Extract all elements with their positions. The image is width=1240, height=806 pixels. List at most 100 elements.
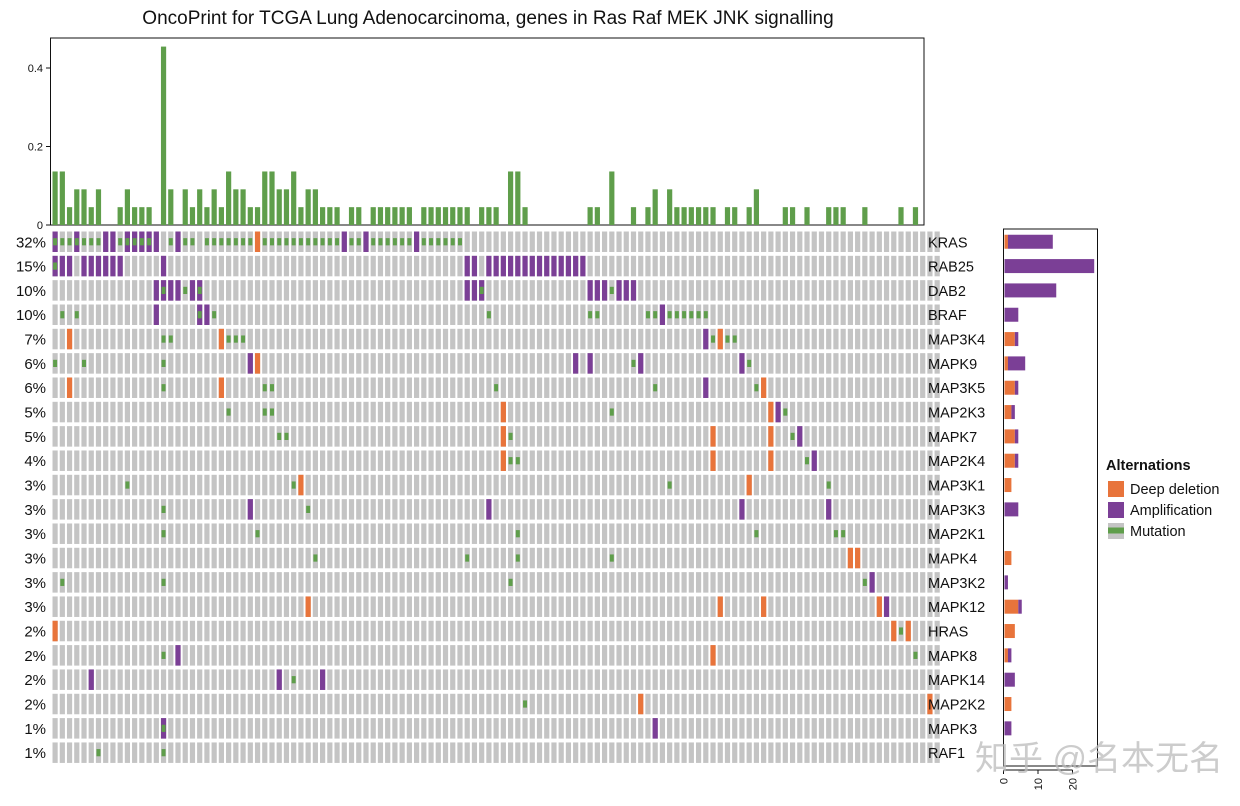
cell-background [392,596,398,617]
cell-background [276,474,282,496]
cell-background [746,620,752,642]
cell-background [146,474,152,496]
cell-background [580,231,586,252]
sample-mutation-bar [95,189,102,225]
cell-background [717,377,723,398]
cell-background [95,280,102,301]
cell-background [573,401,579,423]
cell-background [500,328,506,350]
cell-background [768,304,774,325]
cell-background [522,620,528,642]
cell-background [218,572,224,593]
cell-background [847,450,853,471]
cell-background [580,620,586,642]
cell-background [283,353,290,374]
cell-background [912,304,919,325]
cell-background [291,401,297,423]
deep-deletion-mark [876,596,882,617]
cell-background [739,669,745,690]
cell-background [710,572,716,593]
cell-background [254,669,261,690]
cell-background [674,353,680,374]
sample-mutation-bar [681,207,687,225]
cell-background [905,401,911,423]
cell-background [573,596,579,617]
mutation-mark [371,238,376,246]
cell-background [81,742,87,763]
cell-background [211,645,217,666]
cell-background [601,231,608,252]
cell-background [298,645,304,666]
cell-background [789,523,796,544]
cell-background [146,499,152,520]
cell-background [782,596,788,617]
cell-background [348,353,355,374]
amplification-mark [616,280,622,301]
cell-background [507,377,514,398]
cell-background [623,742,629,763]
sample-mutation-bar [522,207,528,225]
sample-mutation-bar [399,207,405,225]
cell-background [580,353,586,374]
cell-background [717,620,723,642]
cell-background [146,718,152,739]
cell-background [840,353,846,374]
cell-background [826,426,832,447]
cell-background [732,523,738,544]
cell-background [920,596,926,617]
cell-background [298,693,304,715]
cell-background [927,328,933,350]
cell-background [587,499,593,520]
cell-background [862,669,868,690]
cell-background [312,523,318,544]
cell-background [81,572,87,593]
cell-background [724,426,731,447]
cell-background [218,693,224,715]
cell-background [493,693,499,715]
deep-deletion-mark [254,353,261,374]
deep-deletion-mark [768,450,774,471]
cell-background [414,304,420,325]
sample-mutation-bar [464,207,470,225]
cell-background [876,645,882,666]
cell-background [789,596,796,617]
cell-background [110,474,116,496]
cell-background [377,280,384,301]
cell-background [406,718,412,739]
cell-background [645,353,651,374]
cell-background [124,377,130,398]
mutation-mark [284,238,289,246]
cell-background [341,377,347,398]
cell-background [348,693,355,715]
cell-background [587,474,593,496]
cell-background [674,328,680,350]
cell-background [580,377,586,398]
cell-background [876,255,882,277]
cell-background [95,572,102,593]
cell-background [681,328,687,350]
cell-background [182,304,188,325]
cell-background [132,450,138,471]
cell-background [558,377,564,398]
cell-background [435,499,441,520]
cell-background [486,596,492,617]
cell-background [139,547,145,569]
cell-background [153,742,159,763]
cell-background [522,280,528,301]
cell-background [891,596,897,617]
cell-background [269,280,275,301]
cell-background [103,669,109,690]
cell-background [399,304,405,325]
cell-background [645,523,651,544]
cell-background [775,426,781,447]
cell-background [869,231,875,252]
cell-background [370,596,376,617]
cell-background [594,231,600,252]
cell-background [811,401,817,423]
cell-background [804,474,810,496]
cell-background [197,328,203,350]
cell-background [341,353,347,374]
cell-background [558,231,564,252]
cell-background [710,693,716,715]
sample-mutation-bar [233,189,239,225]
